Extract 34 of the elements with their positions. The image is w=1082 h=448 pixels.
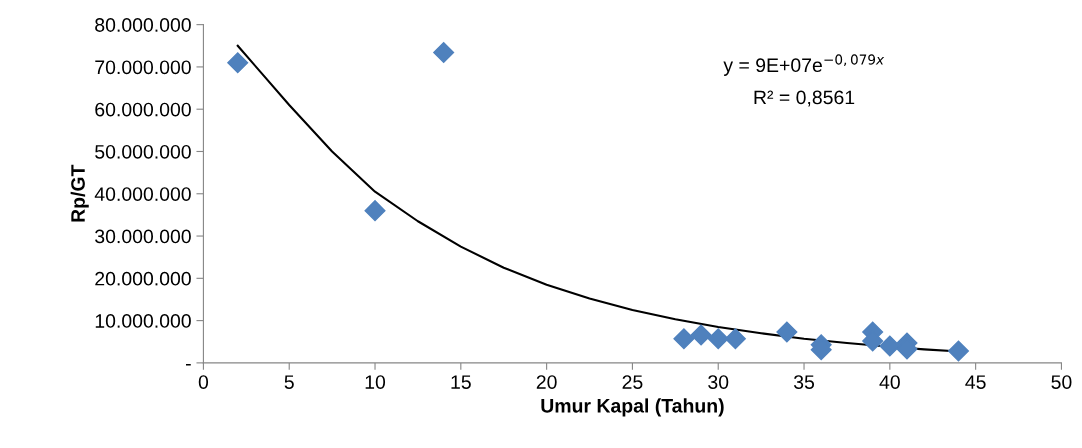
y-tick-label: 70.000.000 <box>95 60 191 75</box>
point <box>690 324 712 346</box>
y-tick-label: 20.000.000 <box>95 271 191 286</box>
point <box>947 340 969 362</box>
y-tick-label: 80.000.000 <box>95 18 191 32</box>
y-tick-label: 60.000.000 <box>95 102 191 117</box>
y-tick-label: 10.000.000 <box>95 314 191 328</box>
point <box>673 328 695 350</box>
x-tick-label: 30 <box>708 375 729 389</box>
x-tick-label: 45 <box>965 375 986 389</box>
x-axis-title: Umur Kapal (Tahun) <box>541 398 724 417</box>
x-tick-label: 10 <box>365 375 386 389</box>
point <box>227 52 249 74</box>
x-tick-label: 5 <box>284 375 294 389</box>
point <box>364 200 386 222</box>
y-tick-label: 50.000.000 <box>95 144 191 159</box>
point <box>879 335 901 357</box>
point <box>776 321 798 343</box>
x-tick-label: 50 <box>1051 375 1072 389</box>
y-axis-title: Rp/GT <box>70 164 89 222</box>
point <box>707 328 729 350</box>
x-tick-label: 15 <box>451 375 471 389</box>
point <box>433 42 455 64</box>
x-tick-label: 0 <box>198 375 209 389</box>
x-tick-label: 40 <box>879 375 900 389</box>
annotation: R² = 0,8561 <box>754 90 855 107</box>
x-tick-label: 25 <box>622 375 643 389</box>
annotation: y = 9E+07e$^{−0,079x}$ <box>723 54 885 76</box>
y-tick-label: 30.000.000 <box>95 229 191 244</box>
x-tick-label: 35 <box>793 375 815 389</box>
point <box>724 328 746 350</box>
x-tick-label: 20 <box>536 375 557 389</box>
y-tick-label: - <box>186 364 191 366</box>
y-tick-label: 40.000.000 <box>94 187 191 201</box>
